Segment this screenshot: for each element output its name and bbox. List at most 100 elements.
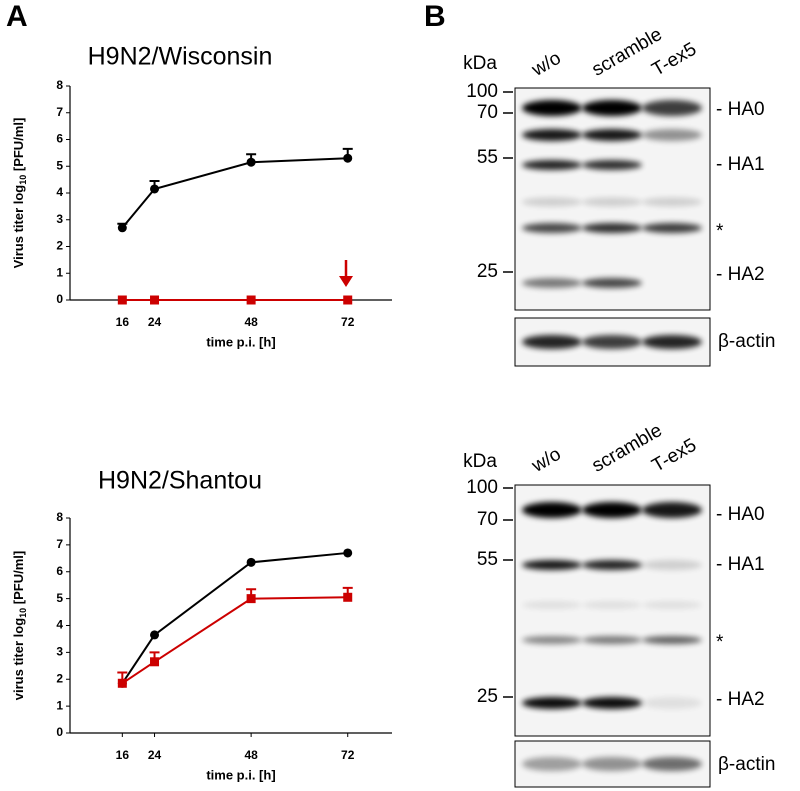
series-line: [121, 551, 348, 684]
x-tick-label: 48: [244, 748, 258, 762]
y-axis-title: virus titer log10 [PFU/ml]: [11, 551, 28, 700]
x-tick-label: 48: [244, 315, 258, 329]
y-tick-label: 2: [56, 239, 63, 253]
mw-marker: 25: [477, 686, 498, 707]
band: [522, 560, 582, 570]
loading-label: β-actin: [718, 754, 775, 775]
y-tick-label: 8: [56, 510, 63, 524]
marker: [246, 157, 256, 167]
marker: [343, 592, 353, 602]
marker: [343, 153, 353, 163]
band-label: - HA0: [716, 504, 765, 525]
band: [522, 636, 582, 644]
loading-label: β-actin: [718, 331, 775, 352]
y-tick-label: 4: [56, 185, 63, 199]
mw-marker: 100: [466, 477, 498, 498]
band: [582, 223, 642, 233]
band-label: - HA1: [716, 554, 765, 575]
panel-letter: B: [424, 0, 446, 33]
band: [522, 223, 582, 233]
band: [642, 697, 702, 709]
mw-marker: 70: [477, 509, 498, 530]
band-label: *: [716, 632, 724, 653]
y-tick-label: 5: [56, 158, 63, 172]
band: [522, 100, 582, 116]
band: [642, 223, 702, 233]
marker: [117, 295, 127, 305]
y-axis-title-part: virus titer log: [11, 618, 26, 700]
y-tick-label: 3: [56, 645, 63, 659]
band: [642, 757, 702, 771]
kda-label: kDa: [463, 451, 497, 472]
band-label: - HA2: [716, 264, 765, 285]
y-tick-label: 7: [56, 537, 63, 551]
y-tick-label: 4: [56, 618, 63, 632]
band: [582, 560, 642, 570]
band: [522, 697, 582, 709]
y-axis-title-part: [PFU/ml]: [11, 551, 26, 608]
y-tick-label: 1: [56, 698, 63, 712]
chart-title: H9N2/Shantou: [98, 467, 262, 495]
x-tick-label: 16: [116, 315, 130, 329]
band-label: - HA1: [716, 154, 765, 175]
y-axis-title-part: [PFU/ml]: [11, 118, 26, 175]
panel-letter: A: [6, 0, 28, 33]
y-tick-label: 7: [56, 105, 63, 119]
band: [522, 757, 582, 771]
mw-marker: 70: [477, 102, 498, 123]
series-line: [121, 596, 348, 685]
mw-marker: 100: [466, 81, 498, 102]
band: [582, 601, 642, 609]
blot-frame: [514, 484, 711, 737]
y-axis-title-part: 10: [18, 175, 28, 185]
band-label: - HA0: [716, 99, 765, 120]
band: [582, 278, 642, 288]
marker: [150, 184, 160, 194]
x-tick-label: 24: [148, 315, 162, 329]
y-tick-label: 6: [56, 132, 63, 146]
x-tick-label: 24: [148, 748, 162, 762]
band: [582, 129, 642, 141]
x-axis-title: time p.i. [h]: [206, 767, 275, 782]
band: [522, 335, 582, 349]
mw-marker: 55: [477, 147, 498, 168]
band: [522, 197, 582, 207]
band: [582, 100, 642, 116]
band: [522, 278, 582, 288]
lane-label: w/o: [528, 48, 565, 81]
marker: [246, 295, 256, 305]
band: [582, 502, 642, 518]
y-tick-label: 8: [56, 78, 63, 92]
band-label: *: [716, 221, 724, 242]
y-tick-label: 0: [56, 292, 63, 306]
x-tick-label: 72: [341, 315, 355, 329]
band: [522, 502, 582, 518]
marker: [150, 657, 160, 667]
y-tick-label: 5: [56, 591, 63, 605]
chart-title: H9N2/Wisconsin: [88, 43, 273, 71]
y-axis-title-part: Virus titer log: [11, 185, 26, 269]
band: [642, 129, 702, 141]
y-tick-label: 6: [56, 564, 63, 578]
y-tick-label: 3: [56, 212, 63, 226]
series-line: [121, 157, 348, 229]
band: [582, 636, 642, 644]
marker: [343, 548, 353, 558]
y-tick-label: 0: [56, 725, 63, 739]
marker: [246, 557, 256, 567]
band: [642, 197, 702, 207]
marker: [117, 678, 127, 688]
marker: [150, 630, 160, 640]
kda-label: kDa: [463, 53, 497, 74]
lane-label: w/o: [528, 444, 565, 477]
y-tick-label: 2: [56, 671, 63, 685]
y-tick-label: 1: [56, 265, 63, 279]
band: [582, 757, 642, 771]
marker: [246, 594, 256, 604]
marker: [150, 295, 160, 305]
marker: [117, 223, 127, 233]
band-label: - HA2: [716, 689, 765, 710]
mw-marker: 55: [477, 549, 498, 570]
band: [642, 601, 702, 609]
